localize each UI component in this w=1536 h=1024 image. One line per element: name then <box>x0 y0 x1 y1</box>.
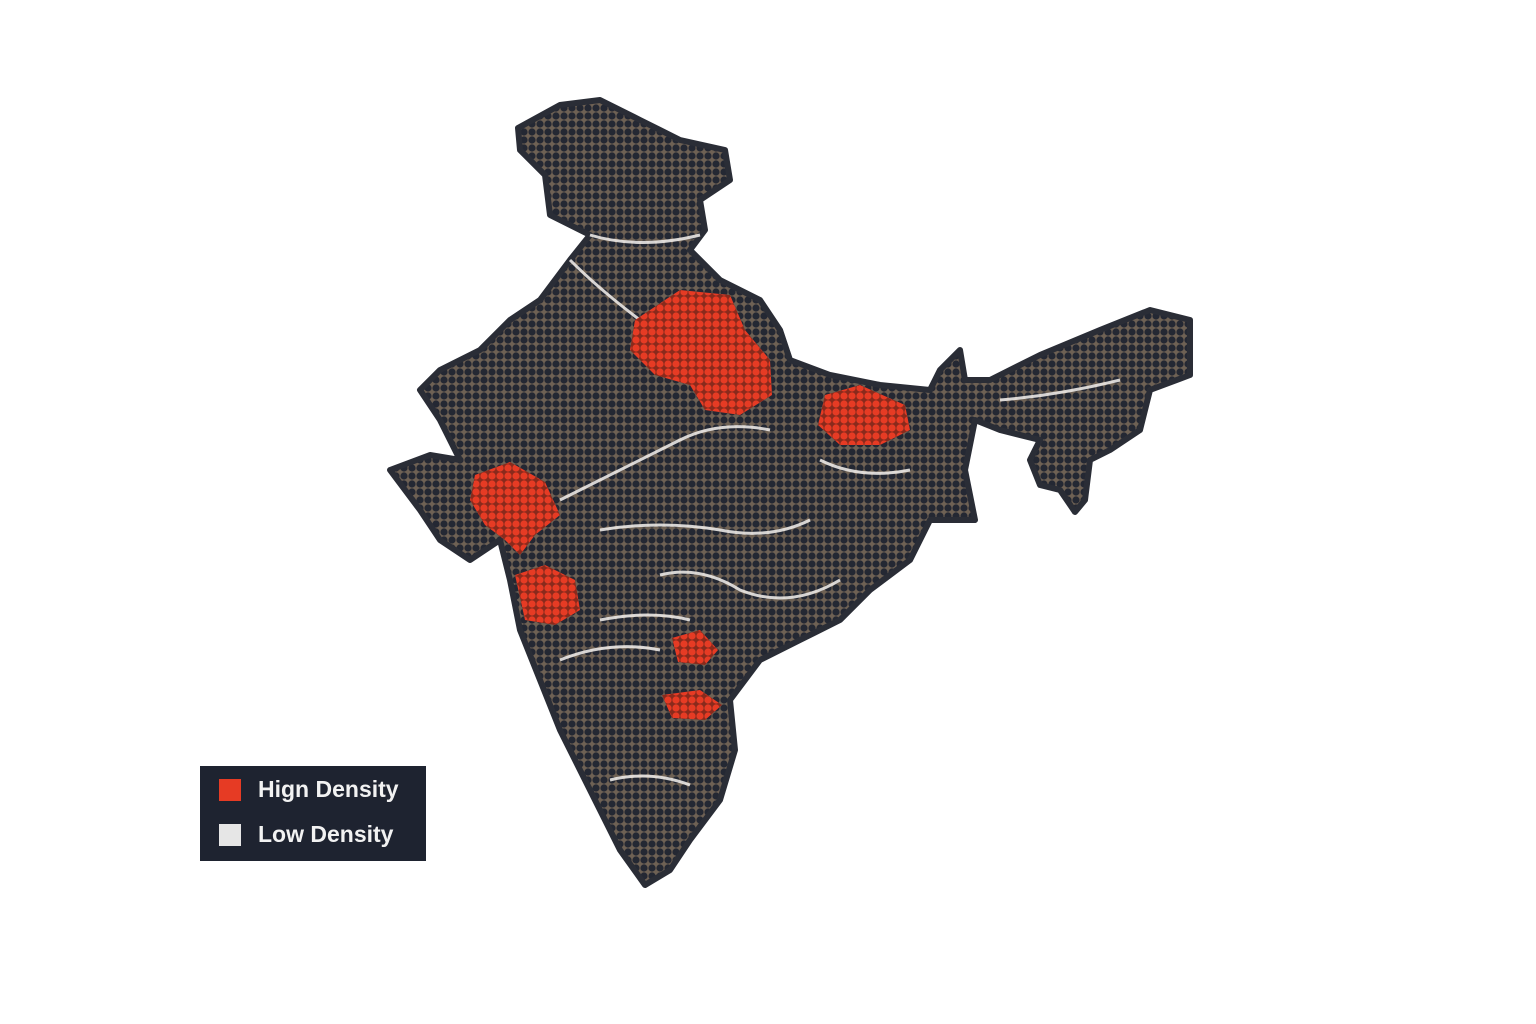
legend: Hign Density Low Density <box>200 766 426 861</box>
legend-swatch <box>219 824 241 846</box>
region-north <box>630 290 772 415</box>
legend-label: Hign Density <box>258 776 399 802</box>
state-borders <box>559 233 1121 787</box>
region-south-1 <box>672 630 718 665</box>
region-east <box>818 385 910 445</box>
region-west <box>470 462 560 555</box>
high-density-regions <box>470 290 910 720</box>
legend-swatch <box>219 779 241 801</box>
legend-label: Low Density <box>258 821 394 847</box>
india-outline <box>387 97 1193 888</box>
region-south-2 <box>662 690 722 720</box>
region-west-coast <box>515 565 580 625</box>
